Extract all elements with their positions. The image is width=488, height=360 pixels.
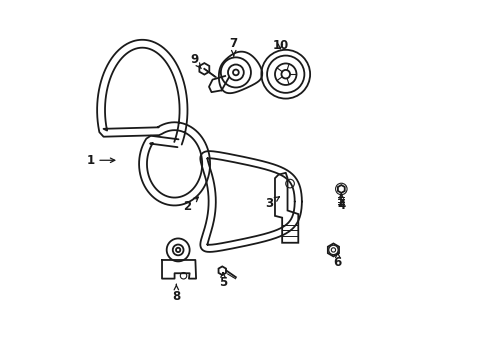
Text: 5: 5	[219, 273, 226, 289]
Text: 6: 6	[333, 253, 341, 269]
Text: 3: 3	[265, 197, 279, 210]
Text: 10: 10	[272, 39, 288, 52]
Text: 2: 2	[183, 197, 198, 213]
Text: 1: 1	[86, 154, 115, 167]
Text: 8: 8	[172, 284, 180, 303]
Text: 4: 4	[337, 193, 345, 212]
Text: 7: 7	[229, 37, 237, 56]
Text: 9: 9	[190, 53, 201, 68]
